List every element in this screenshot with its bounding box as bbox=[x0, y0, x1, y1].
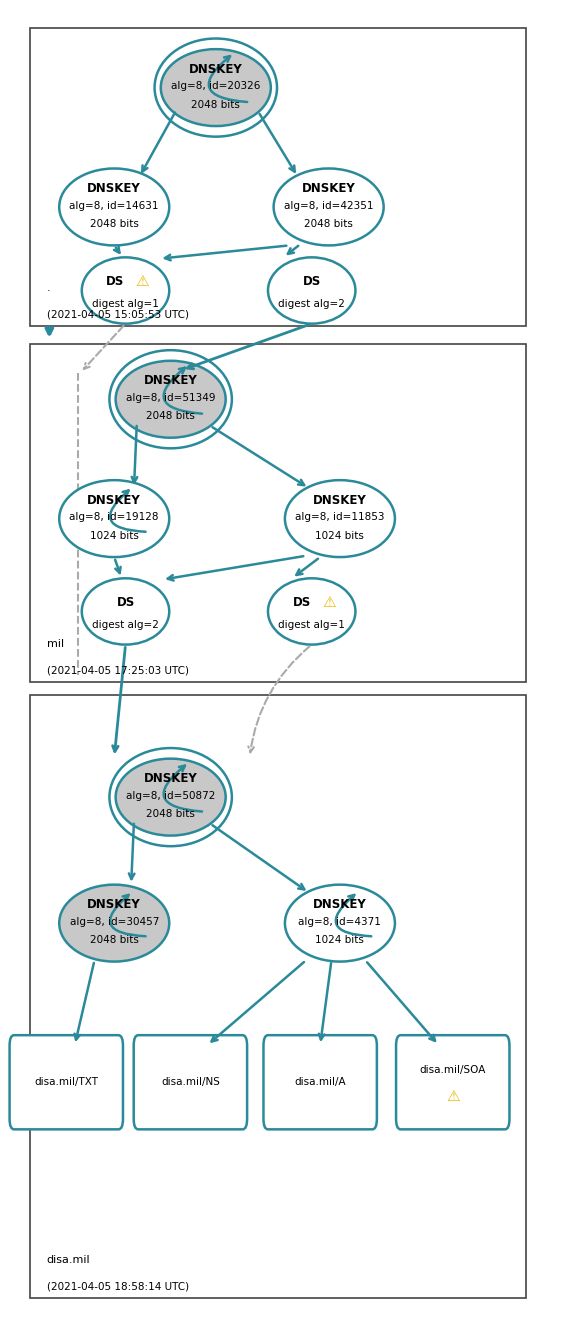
Ellipse shape bbox=[59, 480, 169, 557]
Text: 2048 bits: 2048 bits bbox=[146, 412, 195, 421]
Text: DS: DS bbox=[116, 595, 134, 609]
Text: alg=8, id=14631: alg=8, id=14631 bbox=[70, 201, 159, 210]
Ellipse shape bbox=[82, 578, 169, 645]
Text: DNSKEY: DNSKEY bbox=[144, 772, 197, 785]
Text: 1024 bits: 1024 bits bbox=[90, 530, 139, 541]
FancyBboxPatch shape bbox=[29, 344, 526, 682]
Text: 1024 bits: 1024 bits bbox=[315, 530, 365, 541]
Text: 2048 bits: 2048 bits bbox=[191, 100, 240, 110]
Text: (2021-04-05 15:05:53 UTC): (2021-04-05 15:05:53 UTC) bbox=[46, 310, 188, 320]
FancyBboxPatch shape bbox=[396, 1035, 510, 1130]
Text: 2048 bits: 2048 bits bbox=[90, 936, 139, 945]
Text: digest alg=2: digest alg=2 bbox=[278, 299, 345, 308]
FancyBboxPatch shape bbox=[10, 1035, 123, 1130]
Ellipse shape bbox=[59, 169, 169, 246]
Text: 1024 bits: 1024 bits bbox=[315, 936, 365, 945]
Text: alg=8, id=51349: alg=8, id=51349 bbox=[126, 393, 215, 403]
Text: alg=8, id=20326: alg=8, id=20326 bbox=[171, 81, 260, 92]
Text: DS: DS bbox=[106, 275, 125, 287]
Ellipse shape bbox=[285, 885, 395, 962]
Text: ⚠: ⚠ bbox=[322, 594, 336, 610]
FancyBboxPatch shape bbox=[29, 28, 526, 327]
Text: ⚠: ⚠ bbox=[446, 1090, 460, 1104]
FancyBboxPatch shape bbox=[264, 1035, 377, 1130]
Ellipse shape bbox=[285, 480, 395, 557]
Text: 2048 bits: 2048 bits bbox=[90, 219, 139, 229]
Text: digest alg=1: digest alg=1 bbox=[92, 299, 159, 308]
Text: disa.mil/A: disa.mil/A bbox=[294, 1078, 346, 1087]
Text: alg=8, id=4371: alg=8, id=4371 bbox=[298, 917, 382, 926]
FancyBboxPatch shape bbox=[29, 695, 526, 1298]
Text: alg=8, id=50872: alg=8, id=50872 bbox=[126, 791, 215, 801]
Text: DNSKEY: DNSKEY bbox=[144, 375, 197, 387]
Ellipse shape bbox=[116, 360, 226, 437]
Text: .: . bbox=[46, 283, 50, 294]
Text: DNSKEY: DNSKEY bbox=[87, 493, 141, 506]
Text: DS: DS bbox=[293, 595, 311, 609]
Text: 2048 bits: 2048 bits bbox=[146, 809, 195, 820]
FancyBboxPatch shape bbox=[134, 1035, 247, 1130]
Ellipse shape bbox=[274, 169, 384, 246]
Text: alg=8, id=30457: alg=8, id=30457 bbox=[70, 917, 159, 926]
Text: (2021-04-05 17:25:03 UTC): (2021-04-05 17:25:03 UTC) bbox=[46, 664, 188, 675]
Text: DNSKEY: DNSKEY bbox=[87, 182, 141, 195]
Text: DNSKEY: DNSKEY bbox=[302, 182, 356, 195]
Text: (2021-04-05 18:58:14 UTC): (2021-04-05 18:58:14 UTC) bbox=[46, 1281, 189, 1292]
Text: alg=8, id=11853: alg=8, id=11853 bbox=[295, 512, 384, 522]
Ellipse shape bbox=[161, 49, 271, 126]
Ellipse shape bbox=[59, 885, 169, 962]
Text: 2048 bits: 2048 bits bbox=[304, 219, 353, 229]
Text: DNSKEY: DNSKEY bbox=[313, 898, 367, 912]
Text: disa.mil/SOA: disa.mil/SOA bbox=[420, 1066, 486, 1075]
Text: DNSKEY: DNSKEY bbox=[189, 62, 243, 76]
Text: mil: mil bbox=[46, 639, 64, 649]
Ellipse shape bbox=[268, 258, 356, 324]
Text: disa.mil/TXT: disa.mil/TXT bbox=[34, 1078, 98, 1087]
Text: alg=8, id=42351: alg=8, id=42351 bbox=[284, 201, 374, 210]
Ellipse shape bbox=[268, 578, 356, 645]
Text: ⚠: ⚠ bbox=[136, 274, 149, 288]
Text: disa.mil/NS: disa.mil/NS bbox=[161, 1078, 220, 1087]
Text: DNSKEY: DNSKEY bbox=[313, 493, 367, 506]
Text: digest alg=1: digest alg=1 bbox=[278, 619, 345, 630]
Text: disa.mil: disa.mil bbox=[46, 1256, 90, 1265]
Ellipse shape bbox=[82, 258, 169, 324]
Ellipse shape bbox=[116, 759, 226, 836]
Text: digest alg=2: digest alg=2 bbox=[92, 619, 159, 630]
Text: DNSKEY: DNSKEY bbox=[87, 898, 141, 912]
Text: alg=8, id=19128: alg=8, id=19128 bbox=[70, 512, 159, 522]
Text: DS: DS bbox=[303, 275, 321, 287]
